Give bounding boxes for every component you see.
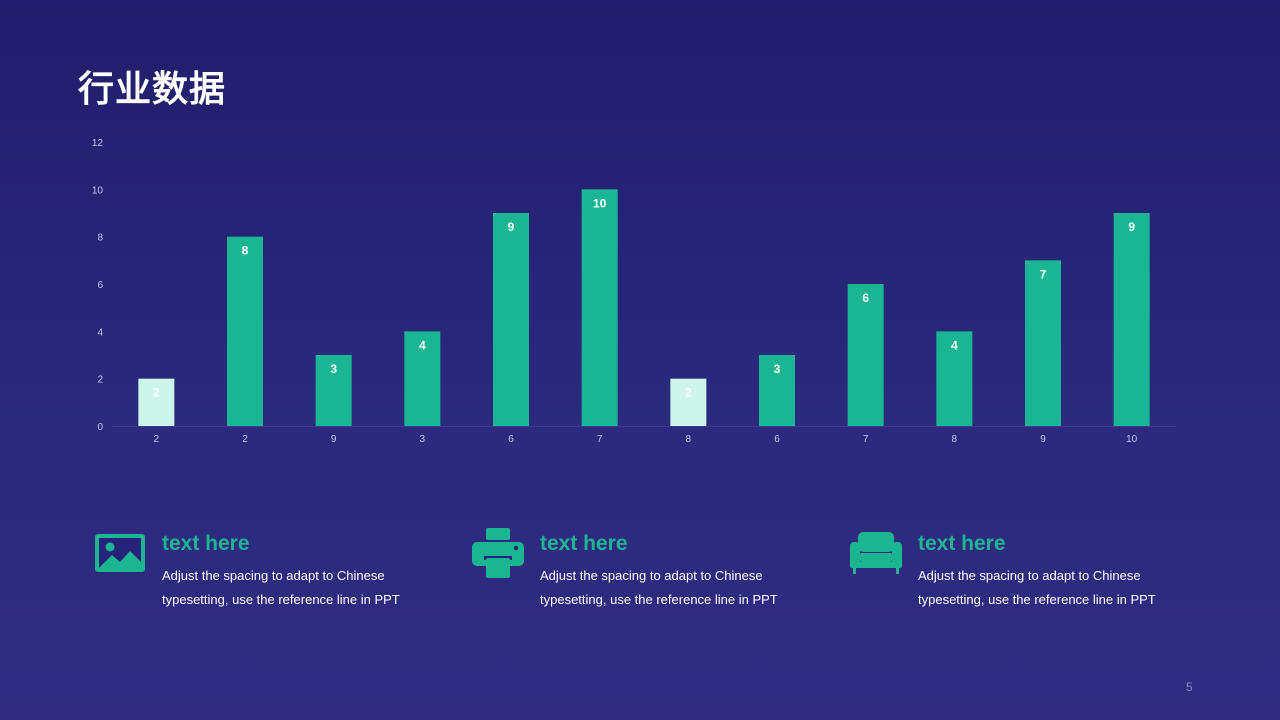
bar [936, 331, 973, 426]
bar-data-label: 4 [951, 338, 958, 352]
feature-heading: text here [540, 532, 628, 555]
y-tick-label: 10 [92, 185, 104, 196]
x-tick-label: 2 [242, 434, 248, 445]
image-icon [95, 534, 145, 572]
x-tick-label: 7 [863, 434, 869, 445]
bar-data-label: 6 [862, 291, 869, 305]
x-tick-label: 10 [1126, 434, 1138, 445]
y-tick-label: 2 [97, 375, 103, 386]
bar-data-label: 4 [419, 338, 426, 352]
y-tick-label: 6 [97, 280, 103, 291]
feature-description: Adjust the spacing to adapt to Chinese t… [918, 568, 1156, 607]
x-tick-label: 7 [597, 434, 603, 445]
bar-data-label: 9 [508, 220, 515, 234]
bar-data-label: 9 [1128, 220, 1135, 234]
bar-chart: 0 2 4 6 8 10 12 2 2 8 2 3 9 4 3 9 6 10 7 2 8 3 6 6 7 4 8 7 9 9 10 [92, 138, 1176, 445]
bar [581, 189, 618, 426]
x-tick-label: 9 [1040, 434, 1046, 445]
bar-data-label: 3 [774, 362, 781, 376]
bar [404, 331, 441, 426]
x-tick-label: 6 [508, 434, 514, 445]
x-tick-label: 6 [774, 434, 780, 445]
y-tick-label: 12 [92, 138, 104, 149]
bar-data-label: 2 [153, 386, 160, 400]
bar [315, 355, 352, 426]
bar-data-label: 3 [330, 362, 337, 376]
x-tick-label: 9 [331, 434, 337, 445]
feature-description: Adjust the spacing to adapt to Chinese t… [162, 568, 400, 607]
bar-data-label: 10 [593, 196, 607, 210]
page-number: 5 [1186, 680, 1193, 694]
slide-title: 行业数据 [78, 69, 227, 110]
bar [493, 213, 529, 426]
y-tick-label: 0 [97, 422, 103, 433]
bar-data-label: 7 [1040, 267, 1047, 281]
feature-description: Adjust the spacing to adapt to Chinese t… [540, 568, 778, 607]
x-tick-label: 8 [952, 434, 958, 445]
bar-data-label: 8 [242, 244, 249, 258]
y-tick-label: 8 [97, 233, 103, 244]
sofa-icon [850, 532, 902, 574]
bar [1113, 213, 1150, 426]
bar [670, 378, 707, 426]
feature-heading: text here [162, 532, 250, 555]
feature-heading: text here [918, 532, 1006, 555]
bar [1025, 260, 1061, 426]
y-tick-label: 4 [97, 327, 103, 338]
x-tick-label: 3 [420, 434, 426, 445]
x-tick-label: 2 [154, 434, 160, 445]
x-tick-label: 8 [686, 434, 692, 445]
printer-icon [472, 528, 524, 578]
bar [227, 236, 263, 426]
bar [847, 284, 884, 426]
bar-data-label: 2 [685, 386, 692, 400]
bar [138, 378, 175, 426]
bar [759, 355, 795, 426]
